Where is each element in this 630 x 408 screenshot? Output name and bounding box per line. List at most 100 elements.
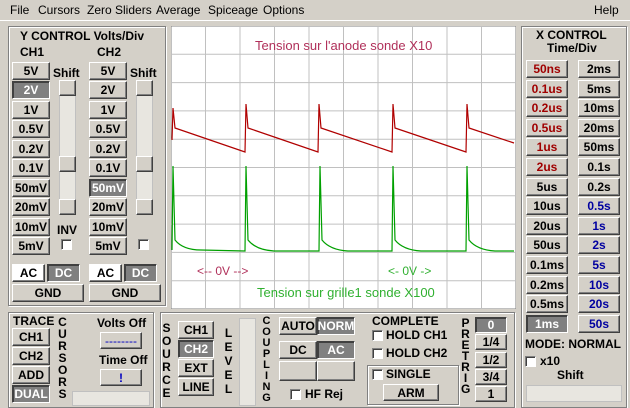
- time-div-button[interactable]: 10ms: [578, 99, 620, 118]
- scroll-thumb[interactable]: [136, 156, 153, 172]
- time-div-button[interactable]: 0.1us: [526, 79, 568, 98]
- volts-div-button[interactable]: 2V: [12, 81, 50, 99]
- menu-item[interactable]: Cursors: [38, 3, 81, 17]
- scroll-up[interactable]: [136, 80, 153, 96]
- menu-item[interactable]: Average: [156, 3, 201, 17]
- volts-div-button[interactable]: 0.1V: [89, 159, 127, 177]
- time-div-button[interactable]: 5s: [578, 256, 620, 274]
- time-div-button[interactable]: 0.1s: [578, 158, 620, 176]
- volts-div-button[interactable]: 2V: [89, 81, 127, 99]
- time-div-button[interactable]: 50s: [578, 314, 620, 333]
- time-div-button[interactable]: 50ns: [526, 60, 568, 78]
- trace-button[interactable]: DUAL: [12, 385, 50, 403]
- time-div-button[interactable]: 0.5ms: [526, 295, 568, 314]
- x10-checkbox[interactable]: [525, 356, 536, 367]
- dc-button[interactable]: DC: [124, 264, 157, 282]
- volts-div-button[interactable]: 5V: [12, 62, 50, 80]
- gnd-button[interactable]: GND: [12, 284, 84, 302]
- time-div-button[interactable]: 20us: [526, 216, 568, 235]
- source-button[interactable]: CH1: [178, 321, 214, 339]
- scroll-down[interactable]: [136, 199, 153, 215]
- volts-div-button[interactable]: 10mV: [12, 218, 50, 236]
- time-div-button[interactable]: 0.5us: [526, 118, 568, 137]
- time-div-button[interactable]: 20ms: [578, 118, 620, 137]
- time-div-button[interactable]: 50us: [526, 236, 568, 255]
- scroll-thumb[interactable]: [59, 156, 76, 172]
- menu-item[interactable]: Zero Sliders: [87, 3, 152, 17]
- time-div-button[interactable]: 0.2ms: [526, 275, 568, 294]
- falling-edge-button[interactable]: [317, 361, 355, 381]
- hf-rej-checkbox[interactable]: [290, 389, 301, 400]
- source-button[interactable]: EXT: [178, 359, 214, 377]
- trace-button[interactable]: CH1: [12, 328, 50, 346]
- volts-div-button[interactable]: 1V: [12, 101, 50, 119]
- ac-button[interactable]: AC: [89, 264, 122, 282]
- scroll-up[interactable]: [59, 80, 76, 96]
- time-div-button[interactable]: 1us: [526, 138, 568, 157]
- pretrig-button[interactable]: 0: [475, 317, 507, 333]
- volts-div-button[interactable]: 0.5V: [89, 120, 127, 138]
- volts-div-button[interactable]: 50mV: [12, 179, 50, 197]
- volts-div-button[interactable]: 1V: [89, 101, 127, 119]
- pretrig-button[interactable]: 1/4: [475, 334, 507, 351]
- hold-ch1-checkbox[interactable]: [372, 330, 383, 341]
- trace-button[interactable]: CH2: [12, 347, 50, 365]
- time-div-button[interactable]: 10us: [526, 197, 568, 216]
- x-shift-scrollbar[interactable]: [526, 385, 622, 402]
- volts-div-button[interactable]: 20mV: [89, 198, 127, 216]
- volts-off-button[interactable]: --------: [100, 332, 142, 349]
- dc-button[interactable]: DC: [279, 341, 317, 359]
- time-div-button[interactable]: 0.2us: [526, 99, 568, 118]
- menu-item[interactable]: Options: [263, 3, 305, 17]
- time-div-button[interactable]: 20s: [578, 295, 620, 314]
- volts-div-button[interactable]: 20mV: [12, 198, 50, 216]
- volts-div-button[interactable]: 10mV: [89, 218, 127, 236]
- menu-item[interactable]: Help: [594, 3, 619, 17]
- gnd-button[interactable]: GND: [89, 284, 161, 302]
- volts-div-button[interactable]: 0.5V: [12, 120, 50, 138]
- time-div-button[interactable]: 1ms: [526, 314, 568, 333]
- inv-checkbox[interactable]: [61, 239, 72, 250]
- norm-button[interactable]: NORM: [317, 317, 355, 335]
- time-off-button[interactable]: !: [100, 369, 142, 386]
- ac-button[interactable]: AC: [12, 264, 45, 282]
- source-button[interactable]: CH2: [178, 340, 214, 358]
- volts-div-button[interactable]: 5mV: [89, 237, 127, 255]
- volts-div-button[interactable]: 0.2V: [89, 140, 127, 158]
- volts-div-button[interactable]: 0.2V: [12, 140, 50, 158]
- time-div-button[interactable]: 0.1ms: [526, 256, 568, 274]
- inv-checkbox[interactable]: [138, 239, 149, 250]
- time-div-button[interactable]: 2s: [578, 236, 620, 255]
- arm-button[interactable]: ARM: [383, 384, 439, 401]
- time-div-button[interactable]: 0.2s: [578, 177, 620, 196]
- time-div-button[interactable]: 0.5s: [578, 197, 620, 216]
- shift-scrollbar[interactable]: [59, 80, 76, 215]
- menu-item[interactable]: File: [10, 3, 30, 17]
- rising-edge-button[interactable]: [279, 361, 317, 381]
- dc-button[interactable]: DC: [47, 264, 80, 282]
- volts-div-button[interactable]: 5V: [89, 62, 127, 80]
- level-scrollbar[interactable]: [239, 318, 256, 406]
- ac-button[interactable]: AC: [317, 341, 355, 359]
- pretrig-button[interactable]: 3/4: [475, 368, 507, 385]
- time-div-button[interactable]: 5us: [526, 177, 568, 196]
- single-checkbox[interactable]: [372, 369, 383, 380]
- volts-div-button[interactable]: 5mV: [12, 237, 50, 255]
- scroll-down[interactable]: [59, 199, 76, 215]
- pretrig-button[interactable]: 1: [475, 386, 507, 403]
- volts-div-button[interactable]: 0.1V: [12, 159, 50, 177]
- time-div-button[interactable]: 1s: [578, 216, 620, 235]
- time-div-button[interactable]: 5ms: [578, 79, 620, 98]
- cursor-scrollbar[interactable]: [72, 391, 150, 406]
- menu-item[interactable]: Spiceage: [208, 3, 259, 17]
- pretrig-button[interactable]: 1/2: [475, 351, 507, 368]
- time-div-button[interactable]: 2ms: [578, 60, 620, 78]
- auto-button[interactable]: AUTO: [279, 317, 317, 335]
- time-div-button[interactable]: 10s: [578, 275, 620, 294]
- volts-div-button[interactable]: 50mV: [89, 179, 127, 197]
- shift-scrollbar[interactable]: [136, 80, 153, 215]
- time-div-button[interactable]: 50ms: [578, 138, 620, 157]
- trace-button[interactable]: ADD: [12, 366, 50, 384]
- time-div-button[interactable]: 2us: [526, 158, 568, 176]
- hold-ch2-checkbox[interactable]: [372, 348, 383, 359]
